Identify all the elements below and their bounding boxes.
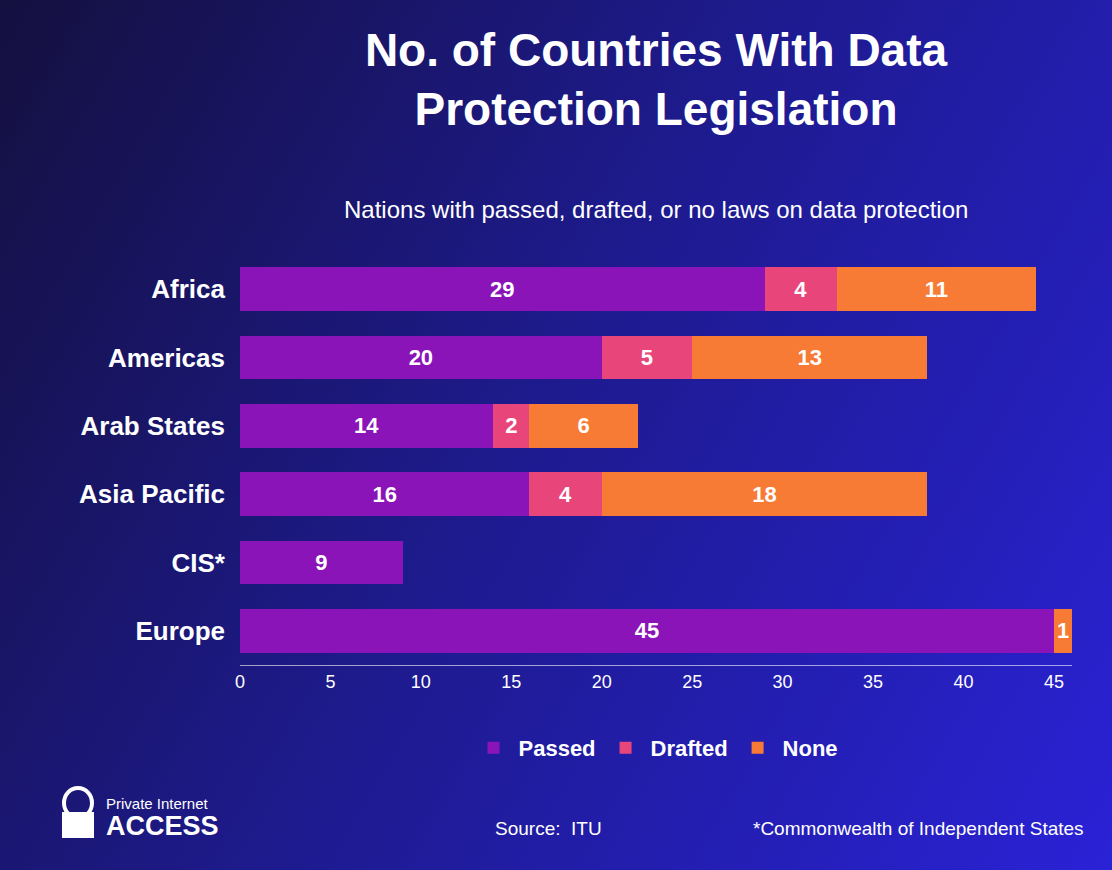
svg-text:13: 13	[797, 345, 821, 370]
svg-text:No. of Countries With DataProt: No. of Countries With DataProtection Leg…	[365, 24, 948, 136]
svg-text:0: 0	[235, 672, 245, 692]
svg-text:Passed: Passed	[519, 736, 596, 761]
svg-text:35: 35	[863, 672, 883, 692]
svg-text:18: 18	[752, 482, 776, 507]
svg-text:2: 2	[505, 413, 517, 438]
svg-text:Source: ITU: Source: ITU	[495, 818, 602, 839]
svg-text:4: 4	[559, 482, 572, 507]
svg-text:20: 20	[409, 345, 433, 370]
svg-text:Arab States: Arab States	[81, 411, 226, 441]
svg-text:4: 4	[794, 277, 807, 302]
svg-text:CIS*: CIS*	[172, 548, 226, 578]
svg-text:20: 20	[592, 672, 612, 692]
svg-text:None: None	[783, 736, 838, 761]
svg-text:5: 5	[325, 672, 335, 692]
svg-text:Europe: Europe	[135, 616, 225, 646]
svg-text:10: 10	[411, 672, 431, 692]
svg-text:6: 6	[578, 413, 590, 438]
svg-text:Nations with passed, drafted,: Nations with passed, drafted, or no laws…	[344, 196, 968, 223]
svg-text:Americas: Americas	[108, 343, 225, 373]
svg-text:25: 25	[682, 672, 702, 692]
svg-text:45: 45	[635, 618, 659, 643]
svg-text:9: 9	[315, 550, 327, 575]
svg-text:Africa: Africa	[151, 274, 225, 304]
svg-text:Private Internet: Private Internet	[106, 795, 209, 812]
svg-text:5: 5	[641, 345, 653, 370]
svg-text:*Commonwealth of Independent S: *Commonwealth of Independent States	[753, 818, 1084, 839]
svg-text:Drafted: Drafted	[651, 736, 728, 761]
svg-text:Asia Pacific: Asia Pacific	[79, 479, 225, 509]
svg-text:29: 29	[490, 277, 514, 302]
svg-text:16: 16	[372, 482, 396, 507]
svg-text:1: 1	[1057, 618, 1069, 643]
svg-text:15: 15	[501, 672, 521, 692]
svg-text:30: 30	[773, 672, 793, 692]
svg-text:ACCESS: ACCESS	[106, 811, 219, 841]
svg-text:11: 11	[925, 277, 948, 302]
svg-text:14: 14	[354, 413, 379, 438]
svg-text:40: 40	[953, 672, 973, 692]
svg-text:45: 45	[1044, 672, 1064, 692]
